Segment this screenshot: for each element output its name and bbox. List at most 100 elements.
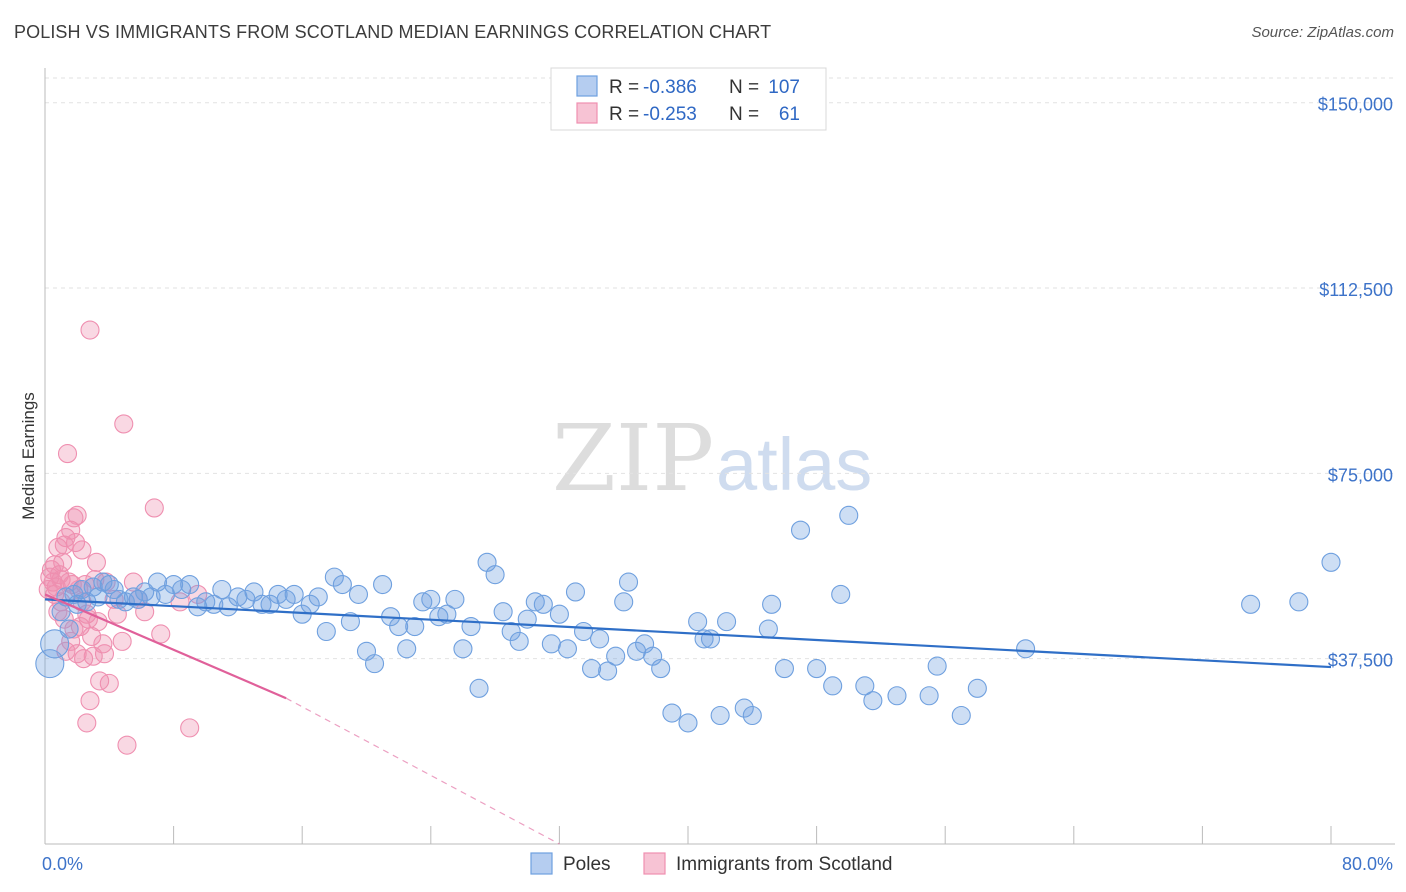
poles-point <box>437 604 457 624</box>
legend-n-label-scotland: N = <box>729 104 759 125</box>
bottom-legend-swatch-poles <box>530 852 553 875</box>
poles-point <box>742 705 762 726</box>
poles-point <box>606 646 626 666</box>
bottom-legend-label-poles: Poles <box>563 854 611 875</box>
bottom-legend-label-scotland: Immigrants from Scotland <box>676 854 892 875</box>
poles-point <box>83 577 103 597</box>
source-credit: Source: ZipAtlas.com <box>1251 24 1394 41</box>
scotland-point <box>64 508 84 528</box>
poles-point <box>927 656 947 676</box>
scotland-point <box>112 631 132 651</box>
poles-point <box>525 592 545 612</box>
legend-r-value-poles: -0.386 <box>643 77 697 98</box>
poles-point <box>104 579 124 600</box>
poles-point <box>573 621 594 642</box>
poles-point <box>469 678 489 698</box>
poles-point <box>598 661 618 681</box>
poles-point <box>332 574 352 595</box>
poles-point <box>1241 594 1261 614</box>
x-tick-labels: 0.0% 80.0% <box>42 854 1393 874</box>
legend-r-label-poles: R = <box>609 77 639 98</box>
poles-point <box>831 584 851 604</box>
scotland-point <box>57 444 78 464</box>
poles-point <box>688 612 708 632</box>
poles-point <box>493 602 513 622</box>
legend-swatch-scotland <box>576 102 598 124</box>
scotland-point <box>93 634 113 654</box>
y-tick-label: $37,500 <box>1328 651 1393 671</box>
scotland-point <box>144 498 164 518</box>
poles-point <box>397 639 417 659</box>
poles-point <box>324 567 344 587</box>
poles-point <box>252 594 272 614</box>
poles-point <box>308 587 328 607</box>
poles-point <box>557 639 577 659</box>
axes <box>44 68 1395 845</box>
poles-point <box>485 565 505 585</box>
scotland-point <box>99 673 119 693</box>
poles-point <box>284 584 304 604</box>
poles-point <box>823 676 843 696</box>
poles-point <box>72 579 92 600</box>
y-axis-label: Median Earnings <box>19 392 38 520</box>
watermark-atlas: atlas <box>716 423 872 506</box>
series-poles-points <box>35 505 1341 733</box>
poles-point <box>581 659 602 679</box>
poles-point <box>549 604 569 624</box>
poles-point <box>445 589 465 609</box>
poles-point <box>1289 592 1309 612</box>
scotland-point <box>65 532 86 553</box>
scotland-point <box>80 691 100 711</box>
poles-point <box>405 617 425 637</box>
legend-box: R = -0.386 N = 107 R = -0.253 N = 61 <box>550 67 827 131</box>
poles-point <box>700 629 721 649</box>
poles-point <box>59 619 79 639</box>
scotland-point <box>80 320 100 340</box>
scotland-point <box>151 624 171 644</box>
legend-r-value-scotland: -0.253 <box>643 104 697 125</box>
trend-lines <box>44 593 1332 845</box>
scotland-point <box>72 540 92 560</box>
poles-point <box>316 621 336 642</box>
poles-point <box>51 602 71 622</box>
poles-point <box>734 698 754 718</box>
poles-point <box>541 634 561 654</box>
watermark-zip: ZIP <box>552 405 714 512</box>
poles-point <box>662 703 682 723</box>
y-tick-label: $150,000 <box>1318 95 1393 115</box>
bottom-legend: Poles Immigrants from Scotland <box>530 852 892 875</box>
series-scotland-points <box>38 320 208 755</box>
scotland-point <box>51 570 71 590</box>
poles-point <box>40 629 70 659</box>
poles-point <box>461 617 481 637</box>
poles-point <box>533 594 553 614</box>
scotland-point <box>117 735 137 755</box>
poles-point <box>1016 639 1036 659</box>
legend-n-label-poles: N = <box>729 77 759 98</box>
poles-point <box>180 574 200 595</box>
poles-point <box>135 582 155 602</box>
poles-point <box>887 686 907 706</box>
poles-point <box>348 584 369 604</box>
poles-point <box>855 676 875 696</box>
poles-point <box>453 639 473 659</box>
scotland-point <box>86 552 106 572</box>
poles-point <box>863 691 883 711</box>
poles-point <box>807 659 827 679</box>
x-tick-label-min: 0.0% <box>42 854 83 874</box>
poles-point <box>967 678 987 698</box>
poles-point <box>678 713 698 733</box>
poles-point <box>364 654 385 674</box>
poles-point <box>710 705 730 726</box>
poles-point <box>1321 552 1341 572</box>
scotland-point <box>77 713 97 733</box>
poles-point <box>618 572 639 592</box>
poles-point <box>212 579 232 600</box>
legend-r-label-scotland: R = <box>609 104 639 125</box>
poles-point <box>340 612 360 632</box>
x-tick-label-max: 80.0% <box>1342 854 1393 874</box>
legend-swatch-poles <box>576 75 598 97</box>
poles-point <box>590 629 610 649</box>
trend-line-scotland <box>44 593 287 700</box>
